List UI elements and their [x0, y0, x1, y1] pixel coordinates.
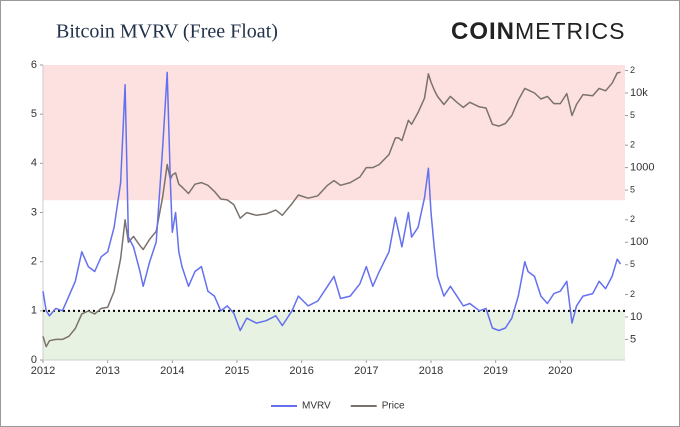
y2-tick-label: 5: [630, 110, 635, 120]
logo-light: METRICS: [515, 18, 626, 44]
logo: COINMETRICS: [451, 18, 626, 45]
y-tick-label: 4: [31, 157, 37, 169]
series-line: [42, 71, 621, 348]
y2-tick-label: 5: [630, 184, 635, 194]
x-tick-label: 2012: [31, 365, 55, 377]
y-tick-label: 1: [31, 305, 37, 317]
y2-tick-label: 10: [630, 311, 642, 323]
x-tick-label: 2016: [289, 365, 313, 377]
y-tick-label: 0: [31, 354, 37, 366]
y2-tick-label: 2: [630, 65, 635, 75]
series-line: [42, 71, 622, 332]
x-tick-label: 2019: [483, 365, 507, 377]
logo-bold: COIN: [451, 18, 515, 45]
y2-tick-label: 5: [630, 259, 635, 269]
y-tick-label: 5: [31, 108, 37, 120]
y2-tick-label: 2: [630, 140, 635, 150]
chart-title: Bitcoin MVRV (Free Float): [56, 21, 278, 43]
x-tick-label: 2015: [225, 365, 249, 377]
x-tick-label: 2014: [160, 365, 184, 377]
y2-tick-label: 1000: [630, 162, 654, 174]
legend-label: Price: [382, 401, 405, 412]
x-tick-label: 2018: [419, 365, 443, 377]
band: [43, 65, 625, 201]
x-tick-label: 2017: [354, 365, 378, 377]
y2-tick-label: 2: [630, 214, 635, 224]
y-tick-label: 3: [31, 206, 37, 218]
x-tick-label: 2013: [95, 365, 119, 377]
band: [43, 310, 625, 360]
x-tick-label: 2020: [548, 365, 572, 377]
y-tick-label: 6: [31, 59, 37, 71]
legend-label: MVRV: [302, 401, 331, 412]
y2-tick-label: 5: [630, 333, 636, 345]
y2-tick-label: 100: [630, 236, 648, 248]
y2-tick-label: 10k: [630, 87, 648, 99]
y2-tick-label: 2: [630, 289, 635, 299]
y-tick-label: 2: [31, 256, 37, 268]
